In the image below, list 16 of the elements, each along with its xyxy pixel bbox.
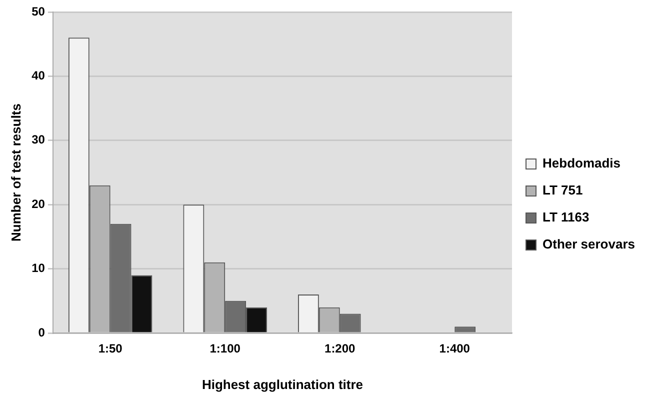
- legend-label: LT 1163: [542, 210, 590, 225]
- x-tick-label: 1:100: [210, 342, 241, 356]
- y-axis-title: Number of test results: [8, 104, 24, 242]
- x-tick-label: 1:200: [324, 342, 356, 356]
- legend-label: LT 751: [542, 182, 583, 198]
- y-tick-label: 20: [32, 196, 46, 211]
- y-tick-label: 40: [32, 68, 46, 83]
- x-axis-title: Highest agglutination titre: [202, 376, 364, 392]
- legend-label: Other serovars: [542, 236, 636, 252]
- y-tick-label: 10: [32, 261, 46, 276]
- x-tick-label: 1:400: [439, 342, 470, 356]
- legend-label: Hebdomadis: [542, 156, 621, 171]
- x-tick-label: 1:50: [98, 342, 123, 356]
- y-tick-label: 50: [32, 4, 46, 18]
- y-tick-label: 30: [32, 132, 46, 147]
- y-tick-label: 0: [38, 325, 46, 340]
